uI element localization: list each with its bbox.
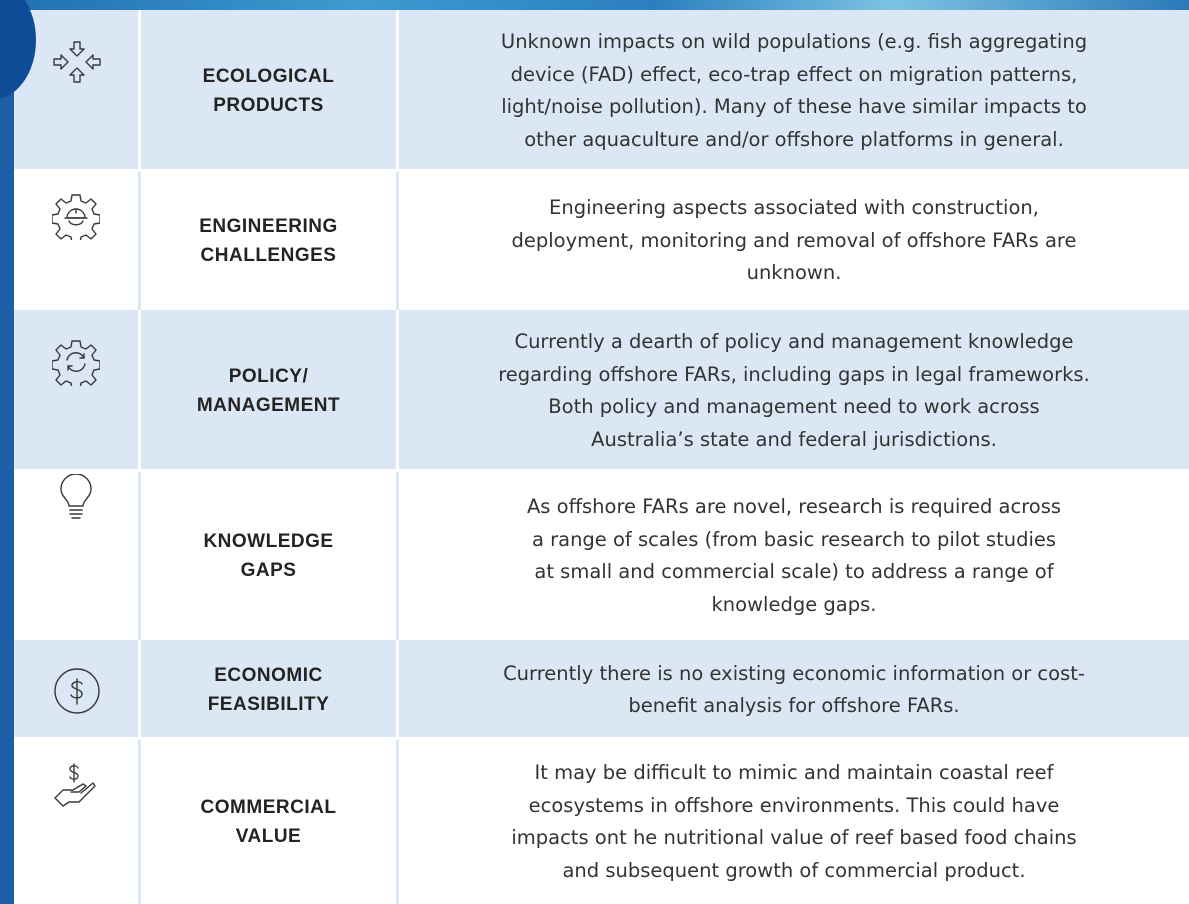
table-row: ENGINEERING CHALLENGES Engineering aspects… [14, 172, 1189, 310]
header-image [0, 0, 1189, 10]
label-line: CHALLENGES [200, 245, 337, 266]
label-line: VALUE [235, 826, 302, 847]
description-line: a range of scales (from basic research t… [531, 527, 1057, 551]
row-divider [14, 169, 1189, 172]
description-line: and subsequent growth of commercial prod… [562, 858, 1026, 882]
description-line: deployment, monitoring and removal of of… [511, 228, 1077, 252]
row-label: COMMERCIAL VALUE [141, 740, 396, 904]
column-divider [396, 10, 399, 172]
description-line: other aquaculture and/or offshore platfo… [524, 127, 1064, 151]
table-row: COMMERCIAL VALUE It may be difficult to mi… [14, 740, 1189, 904]
row-divider [14, 737, 1189, 740]
row-label: ECOLOGICAL PRODUCTS [141, 10, 396, 172]
column-divider [138, 10, 141, 172]
icon-arrows [53, 41, 101, 83]
icon-dollar-circle [54, 668, 100, 714]
column-divider [396, 640, 399, 740]
column-divider [396, 472, 399, 640]
table-row: ECONOMIC FEASIBILITY Currently there is no… [14, 640, 1189, 740]
description-line: device (FAD) effect, eco-trap effect on … [510, 62, 1078, 86]
description-line: Engineering aspects associated with cons… [549, 196, 1039, 220]
row-description: Unknown impacts on wild populations (e.g… [399, 10, 1189, 172]
icon-hand-dollar [54, 763, 96, 807]
description-line: impacts ont he nutritional value of reef… [511, 826, 1077, 849]
description-line: ecosystems in offshore environments. Thi… [528, 793, 1060, 817]
column-divider [396, 740, 399, 904]
icon-bulb [60, 474, 92, 519]
label-line: GAPS [240, 560, 297, 581]
column-divider [138, 640, 141, 740]
label-line: KNOWLEDGE [203, 531, 334, 552]
column-divider [138, 472, 141, 640]
row-label: ECONOMIC FEASIBILITY [141, 640, 396, 740]
description-line: light/noise pollution). Many of these ha… [501, 95, 1087, 118]
column-divider [396, 172, 399, 310]
row-description: Engineering aspects associated with cons… [399, 172, 1189, 310]
label-line: FEASIBILITY [207, 694, 330, 715]
description-line: Currently there is no existing economic … [503, 661, 1085, 685]
description-line: regarding offshore FARs, including gaps … [498, 362, 1090, 386]
description-line: As offshore FARs are novel, research is … [526, 495, 1062, 518]
column-divider [138, 172, 141, 310]
row-label: POLICY/MANAGEMENT [141, 310, 396, 472]
description-line: It may be difficult to mimic and maintai… [534, 761, 1054, 784]
description-line: unknown. [746, 261, 842, 285]
icon-gear-helmet [52, 194, 100, 240]
label-line: POLICY/ [228, 366, 309, 387]
row-description: Currently a dearth of policy and managem… [399, 310, 1189, 472]
column-divider [396, 310, 399, 472]
table-row: KNOWLEDGE GAPS As offshore FARs are novel,… [14, 472, 1189, 640]
column-divider [138, 740, 141, 904]
row-description: As offshore FARs are novel, research is … [399, 472, 1189, 640]
side-bar [0, 0, 14, 904]
row-label: ENGINEERING CHALLENGES [141, 172, 396, 310]
description-line: Australia’s state and federal jurisdicti… [591, 427, 997, 451]
row-description: It may be difficult to mimic and maintai… [399, 740, 1189, 904]
label-line: ENGINEERING [199, 216, 338, 237]
label-line: ECONOMIC [214, 665, 323, 686]
description-line: knowledge gaps. [711, 592, 877, 616]
table-row: ECOLOGICAL PRODUCTS Unknown impacts on wil… [14, 10, 1189, 172]
row-divider [14, 469, 1189, 472]
icon-gear [52, 340, 100, 386]
label-line: MANAGEMENT [196, 395, 341, 416]
row-label: KNOWLEDGE GAPS [141, 472, 396, 640]
column-divider [138, 310, 141, 472]
label-line: COMMERCIAL [200, 797, 337, 818]
description-line: Both policy and management need to work … [548, 395, 1040, 418]
label-line: ECOLOGICAL [202, 66, 335, 87]
description-line: Unknown impacts on wild populations (e.g… [500, 30, 1088, 53]
label-line: PRODUCTS [213, 95, 324, 116]
description-line: at small and commercial scale) to addres… [534, 560, 1054, 583]
description-line: benefit analysis for offshore FARs. [628, 694, 960, 717]
table-row: POLICY/MANAGEMENT Currently a dearth of p… [14, 310, 1189, 472]
row-description: Currently there is no existing economic … [399, 640, 1189, 740]
description-line: Currently a dearth of policy and managem… [514, 330, 1074, 353]
